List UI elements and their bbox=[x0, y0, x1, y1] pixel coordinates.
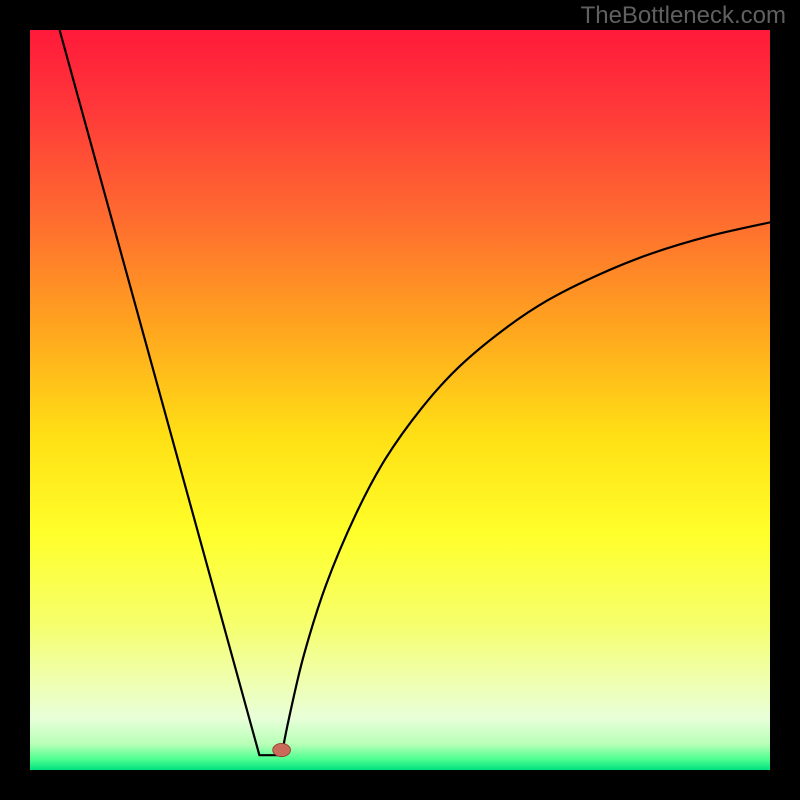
plot-container bbox=[30, 30, 770, 770]
chart-svg bbox=[30, 30, 770, 770]
bottleneck-curve bbox=[60, 30, 770, 755]
watermark: TheBottleneck.com bbox=[581, 2, 786, 30]
min-marker bbox=[273, 743, 291, 756]
